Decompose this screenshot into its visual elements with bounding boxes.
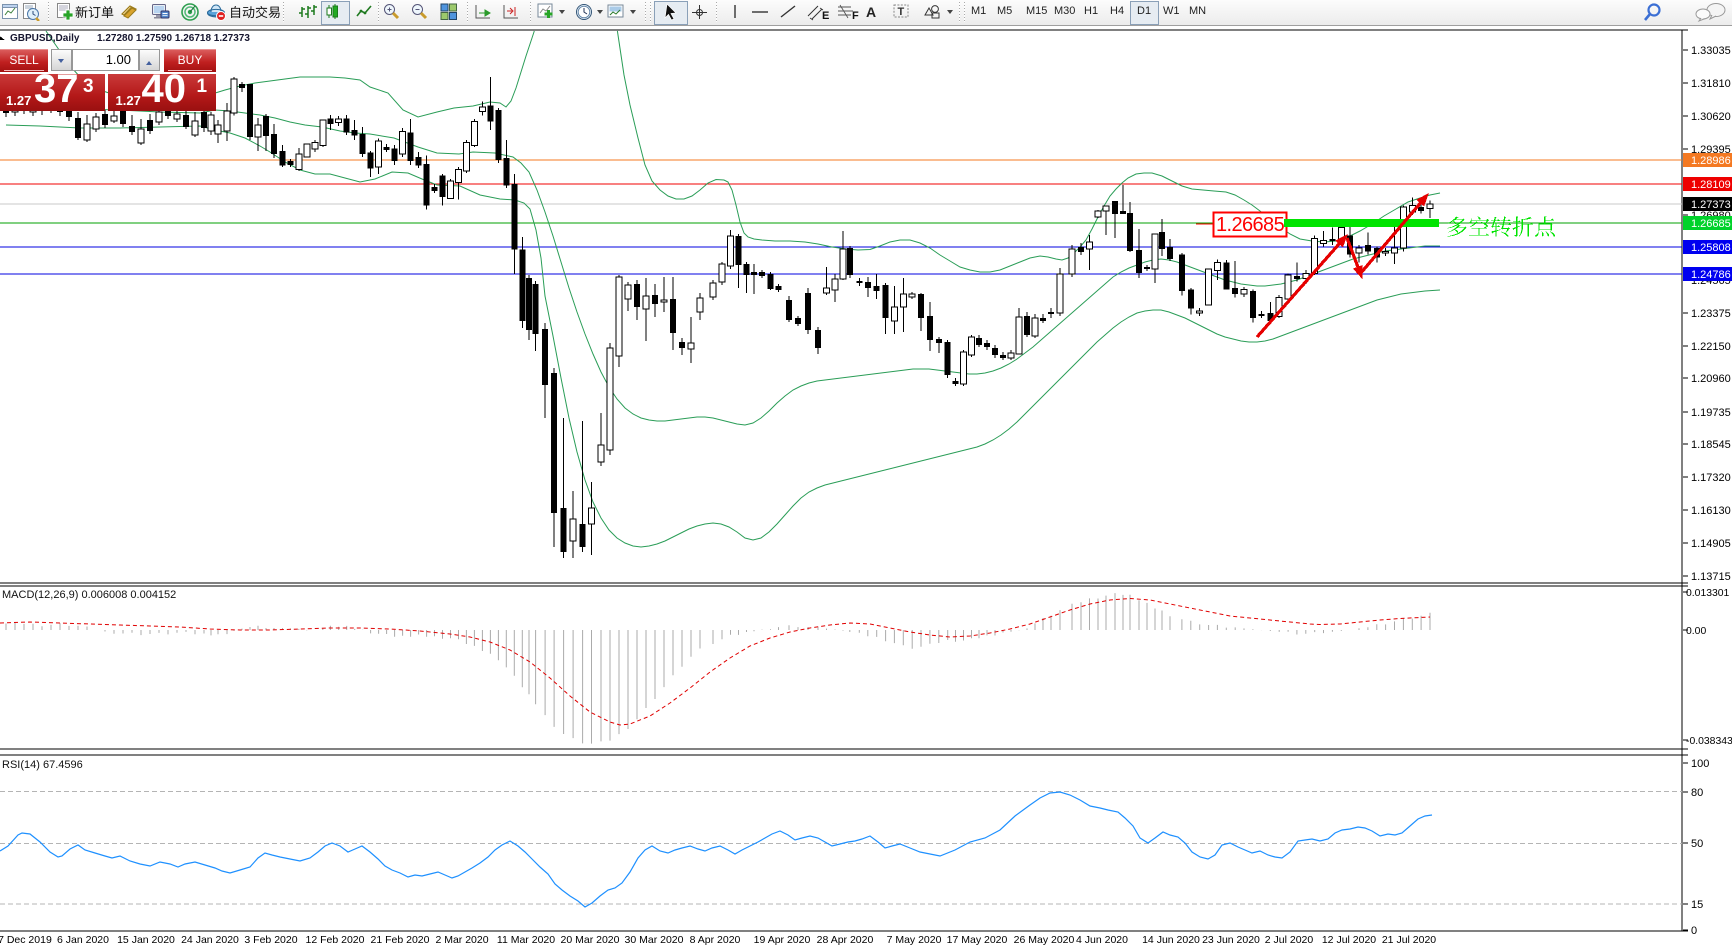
svg-text:11 Mar 2020: 11 Mar 2020 xyxy=(497,934,555,946)
svg-text:50: 50 xyxy=(1691,838,1703,850)
svg-text:1.22150: 1.22150 xyxy=(1691,341,1731,353)
svg-text:1.28109: 1.28109 xyxy=(1691,179,1731,191)
svg-text:T: T xyxy=(898,6,905,18)
svg-text:F: F xyxy=(852,10,859,21)
svg-text:24 Jan 2020: 24 Jan 2020 xyxy=(181,934,239,946)
svg-text:3 Feb 2020: 3 Feb 2020 xyxy=(244,934,297,946)
svg-text:30 Mar 2020: 30 Mar 2020 xyxy=(625,934,684,946)
svg-text:1.20960: 1.20960 xyxy=(1691,373,1731,385)
svg-text:1.26685: 1.26685 xyxy=(1216,214,1285,236)
svg-text:19 Apr 2020: 19 Apr 2020 xyxy=(754,934,811,946)
svg-text:4 Jun 2020: 4 Jun 2020 xyxy=(1076,934,1128,946)
svg-text:1.25808: 1.25808 xyxy=(1691,242,1731,254)
svg-text:1.30620: 1.30620 xyxy=(1691,111,1731,123)
svg-text:0.013301: 0.013301 xyxy=(1686,588,1730,599)
svg-text:1.13715: 1.13715 xyxy=(1691,571,1731,583)
svg-text:21 Feb 2020: 21 Feb 2020 xyxy=(371,934,430,946)
svg-text:0.00: 0.00 xyxy=(1686,626,1706,637)
svg-text:1.27280 1.27590 1.26718 1.2737: 1.27280 1.27590 1.26718 1.27373 xyxy=(97,33,250,44)
svg-text:E: E xyxy=(822,10,829,21)
svg-text:-0.038343: -0.038343 xyxy=(1686,736,1732,747)
svg-text:8 Apr 2020: 8 Apr 2020 xyxy=(690,934,741,946)
svg-text:1.17320: 1.17320 xyxy=(1691,472,1731,484)
svg-text:1.26685: 1.26685 xyxy=(1691,218,1731,230)
svg-text:1.23375: 1.23375 xyxy=(1691,308,1731,320)
svg-text:1.33035: 1.33035 xyxy=(1691,45,1731,57)
svg-text:12 Feb 2020: 12 Feb 2020 xyxy=(306,934,365,946)
svg-text:2 Mar 2020: 2 Mar 2020 xyxy=(435,934,488,946)
svg-text:12 Jul 2020: 12 Jul 2020 xyxy=(1322,934,1376,946)
svg-text:7 May 2020: 7 May 2020 xyxy=(887,934,942,946)
svg-text:27 Dec 2019: 27 Dec 2019 xyxy=(0,934,52,946)
svg-text:17 May 2020: 17 May 2020 xyxy=(947,934,1008,946)
svg-text:23 Jun 2020: 23 Jun 2020 xyxy=(1202,934,1260,946)
svg-text:15: 15 xyxy=(1691,899,1703,911)
svg-text:15 Jan 2020: 15 Jan 2020 xyxy=(117,934,175,946)
svg-text:21 Jul 2020: 21 Jul 2020 xyxy=(1382,934,1436,946)
svg-text:1.19735: 1.19735 xyxy=(1691,407,1731,419)
svg-text:1.24786: 1.24786 xyxy=(1691,269,1731,281)
svg-text:80: 80 xyxy=(1691,787,1703,799)
svg-text:100: 100 xyxy=(1691,758,1709,770)
svg-text:14 Jun 2020: 14 Jun 2020 xyxy=(1142,934,1200,946)
svg-text:28 Apr 2020: 28 Apr 2020 xyxy=(817,934,874,946)
svg-text:2 Jul 2020: 2 Jul 2020 xyxy=(1265,934,1314,946)
svg-text:0: 0 xyxy=(1691,925,1697,937)
svg-text:1.27373: 1.27373 xyxy=(1691,199,1731,211)
svg-text:1.28986: 1.28986 xyxy=(1691,155,1731,167)
svg-text:1.31810: 1.31810 xyxy=(1691,78,1731,90)
svg-text:1.16130: 1.16130 xyxy=(1691,505,1731,517)
svg-text:26 May 2020: 26 May 2020 xyxy=(1014,934,1075,946)
svg-text:MACD(12,26,9) 0.006008 0.00415: MACD(12,26,9) 0.006008 0.004152 xyxy=(2,589,176,601)
svg-text:20 Mar 2020: 20 Mar 2020 xyxy=(561,934,620,946)
svg-text:RSI(14) 67.4596: RSI(14) 67.4596 xyxy=(2,759,83,771)
svg-text:1.18545: 1.18545 xyxy=(1691,439,1731,451)
svg-text:1.14905: 1.14905 xyxy=(1691,538,1731,550)
svg-text:GBPUSD,Daily: GBPUSD,Daily xyxy=(10,33,80,44)
svg-text:6 Jan 2020: 6 Jan 2020 xyxy=(57,934,109,946)
